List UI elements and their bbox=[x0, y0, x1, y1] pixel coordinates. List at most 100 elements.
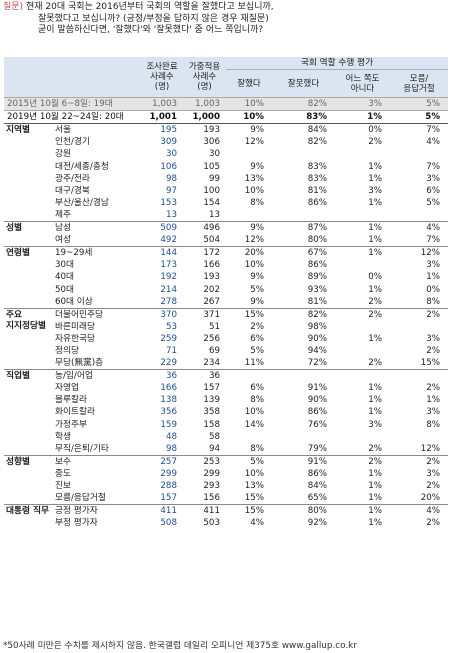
header-good: 잘했다 bbox=[226, 69, 272, 98]
weighted-n: 293 bbox=[203, 481, 220, 491]
bad-pct: 91% bbox=[307, 383, 327, 394]
bad-pct: 94% bbox=[307, 345, 327, 356]
bad-pct: 83% bbox=[307, 173, 327, 184]
table-row: 가정주부 159 158 14% 76% 3% 8% bbox=[4, 419, 448, 431]
table-row: 여성 492 504 12% 80% 1% 7% bbox=[4, 234, 448, 247]
row-label: 가정주부 bbox=[55, 419, 87, 430]
table-row: 인천/경기 309 306 12% 82% 2% 4% bbox=[4, 136, 448, 148]
row-label: 중도 bbox=[55, 468, 71, 479]
neither-pct: 1% bbox=[368, 518, 382, 529]
survey-n: 173 bbox=[160, 260, 177, 271]
group-label: 지역별 bbox=[6, 125, 30, 136]
neither-pct: 1% bbox=[368, 235, 382, 246]
row-label: 30대 bbox=[55, 260, 75, 271]
table-row: 성향별 보수 257 253 5% 91% 2% 2% bbox=[4, 454, 449, 505]
header-survey-n: 조사완료 사례수 (명) bbox=[141, 57, 183, 98]
weighted-n: 253 bbox=[183, 454, 226, 468]
table-row: 무당(無黨)층 229 234 11% 72% 2% 15% bbox=[4, 357, 448, 370]
weighted-n: 154 bbox=[203, 197, 220, 208]
row-label: 자유한국당 bbox=[55, 333, 95, 344]
neither-pct: 3% bbox=[368, 185, 382, 196]
group-label: 주요 지지정당별 bbox=[4, 307, 52, 370]
weighted-n: 256 bbox=[203, 333, 220, 344]
bad-pct: 86% bbox=[307, 260, 327, 271]
group-label: 대통령 직무 bbox=[4, 504, 52, 530]
table-row: 무직/은퇴/기타 98 94 8% 79% 2% 12% bbox=[4, 443, 448, 456]
row-label: 바른미래당 bbox=[55, 321, 95, 332]
row-label: 40대 bbox=[55, 272, 75, 283]
dk-pct: 8% bbox=[426, 296, 441, 307]
neither-pct bbox=[335, 259, 390, 271]
survey-n: 53 bbox=[165, 321, 177, 332]
survey-n: 157 bbox=[160, 493, 177, 504]
bad-pct: 93% bbox=[307, 284, 327, 295]
table-row: 50대 214 202 5% 93% 1% 0% bbox=[4, 284, 448, 296]
weighted-n: 36 bbox=[183, 369, 226, 383]
bad-pct: 84% bbox=[307, 481, 327, 491]
row-label: 60대 이상 bbox=[55, 296, 93, 307]
dk-pct bbox=[390, 369, 449, 383]
survey-n: 98 bbox=[165, 173, 177, 184]
current-survey-row: 2019년 10월 22~24일: 20대 1,001 1,000 10% 83… bbox=[4, 110, 449, 125]
row-label: 정의당 bbox=[55, 345, 79, 356]
good-pct: 15% bbox=[226, 307, 272, 321]
weighted-n: 267 bbox=[203, 296, 220, 307]
good-pct: 6% bbox=[250, 333, 264, 344]
dk-pct: 3% bbox=[426, 333, 441, 344]
neither-pct: 0% bbox=[368, 272, 382, 283]
dk-pct: 5% bbox=[426, 197, 441, 208]
neither-pct bbox=[335, 321, 390, 333]
weighted-n: 58 bbox=[208, 431, 220, 442]
good-pct: 8% bbox=[250, 443, 264, 454]
neither-pct: 3% bbox=[368, 419, 382, 430]
survey-n: 411 bbox=[141, 504, 183, 518]
neither-pct bbox=[335, 209, 390, 222]
weighted-n: 69 bbox=[208, 345, 220, 356]
neither-pct: 1% bbox=[335, 221, 390, 235]
survey-n: 370 bbox=[141, 307, 183, 321]
dk-pct: 3% bbox=[426, 468, 441, 479]
neither-pct: 1% bbox=[368, 197, 382, 208]
survey-n: 214 bbox=[160, 284, 177, 295]
table-row: 강원 30 30 bbox=[4, 148, 448, 160]
header-neither: 어느 쪽도 아니다 bbox=[335, 69, 390, 98]
good-pct: 10% bbox=[244, 468, 264, 479]
survey-n: 508 bbox=[160, 518, 177, 529]
row-label: 서울 bbox=[55, 125, 71, 136]
table-row: 60대 이상 278 267 9% 81% 2% 8% bbox=[4, 296, 448, 309]
neither-pct: 1% bbox=[368, 284, 382, 295]
neither-pct: 2% bbox=[368, 296, 382, 307]
weighted-n: 157 bbox=[203, 383, 220, 394]
row-label: 진보 bbox=[55, 481, 71, 491]
dk-pct: 1% bbox=[426, 272, 441, 283]
group-label: 직업별 bbox=[4, 369, 52, 456]
neither-pct bbox=[335, 148, 390, 160]
dk-pct: 2% bbox=[426, 518, 441, 529]
weighted-n: 202 bbox=[203, 284, 220, 295]
row-label: 50대 bbox=[55, 284, 75, 295]
bad-pct: 92% bbox=[307, 518, 327, 529]
weighted-n: 105 bbox=[203, 161, 220, 172]
header-bad: 잘못했다 bbox=[272, 69, 335, 98]
bad-pct: 98% bbox=[307, 321, 327, 332]
weighted-n: 299 bbox=[203, 468, 220, 479]
table-row: 진보 288 293 13% 84% 1% 2% bbox=[4, 480, 448, 492]
dk-pct: 2% bbox=[426, 481, 441, 491]
bad-pct: 80% bbox=[272, 504, 335, 518]
row-label: 무직/은퇴/기타 bbox=[55, 443, 109, 454]
header-eval-title: 국회 역할 수행 평가 bbox=[226, 57, 449, 71]
bad-pct bbox=[272, 431, 335, 443]
dk-pct: 4% bbox=[390, 504, 449, 518]
weighted-n: 99 bbox=[208, 173, 220, 184]
footnote: *50사례 미만은 수치를 제시하지 않음. 한국갤럽 데일리 오피니언 제37… bbox=[3, 641, 357, 651]
survey-n: 309 bbox=[160, 137, 177, 148]
bad-pct: 76% bbox=[307, 419, 327, 430]
weighted-n: 100 bbox=[203, 185, 220, 196]
table-row: 대통령 직무 긍정 평가자 411 411 15% 80% 1% 4% bbox=[4, 504, 449, 530]
dk-pct bbox=[390, 209, 448, 222]
group-label: 성향별 bbox=[4, 454, 52, 505]
dk-pct: 7% bbox=[426, 161, 441, 172]
bad-pct: 87% bbox=[272, 221, 335, 235]
neither-pct: 1% bbox=[368, 493, 382, 504]
neither-pct bbox=[335, 345, 390, 357]
